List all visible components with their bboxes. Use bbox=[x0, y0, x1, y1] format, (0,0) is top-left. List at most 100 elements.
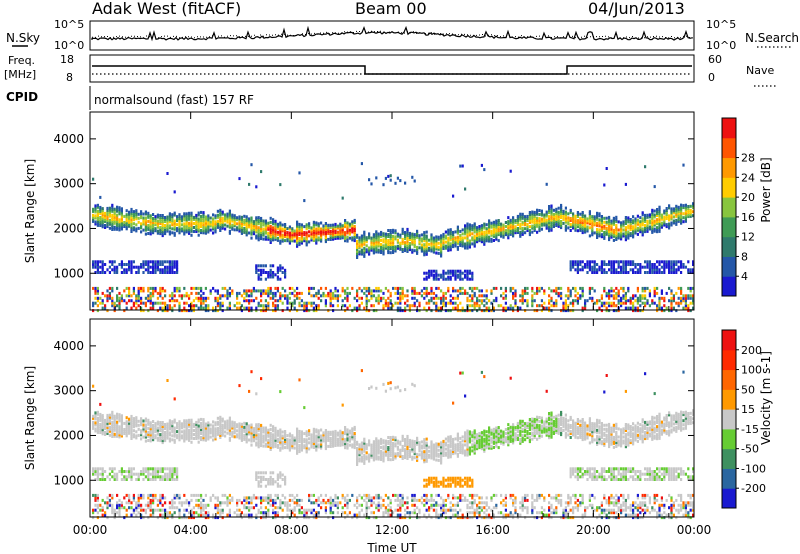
velocity-cell bbox=[224, 426, 227, 430]
velocity-cell bbox=[101, 422, 104, 426]
power-cell bbox=[334, 226, 337, 230]
power-cell-noise bbox=[658, 301, 661, 305]
power-cell bbox=[156, 263, 159, 266]
power-cell bbox=[574, 268, 577, 272]
power-cell bbox=[629, 260, 632, 264]
power-cell bbox=[528, 229, 531, 233]
power-cell bbox=[269, 216, 272, 220]
velocity-cell bbox=[236, 435, 239, 439]
velocity-cell bbox=[111, 470, 114, 473]
power-cell bbox=[305, 235, 308, 239]
power-cell bbox=[663, 211, 666, 215]
power-cell bbox=[257, 234, 260, 238]
velocity-cell-noise bbox=[204, 513, 207, 517]
velocity-cell-noise bbox=[202, 508, 205, 512]
power-cell bbox=[572, 224, 575, 228]
power-cell bbox=[135, 211, 138, 215]
power-cell bbox=[96, 271, 99, 274]
power-cell bbox=[632, 225, 635, 229]
power-cell-noise bbox=[96, 289, 99, 293]
power-cell bbox=[413, 245, 416, 249]
power-cell bbox=[284, 229, 287, 232]
power-cell bbox=[257, 238, 260, 242]
power-cell bbox=[351, 222, 354, 226]
power-cell bbox=[596, 231, 599, 235]
velocity-cell bbox=[171, 472, 174, 476]
power-cell-noise bbox=[94, 286, 97, 290]
velocity-cell bbox=[173, 478, 176, 481]
power-cell-noise bbox=[670, 289, 673, 293]
power-cell bbox=[454, 240, 457, 244]
velocity-cell bbox=[228, 426, 231, 430]
power-cell bbox=[432, 240, 435, 244]
power-cell bbox=[687, 209, 690, 213]
power-cell-noise bbox=[680, 291, 683, 295]
velocity-cell bbox=[267, 442, 270, 446]
power-cell bbox=[576, 271, 579, 274]
power-cell bbox=[516, 219, 519, 222]
power-cell bbox=[183, 222, 186, 226]
power-cell-noise bbox=[502, 309, 505, 313]
velocity-cell-noise bbox=[200, 493, 203, 497]
velocity-cell-noise bbox=[209, 498, 212, 502]
velocity-cell bbox=[164, 433, 167, 436]
power-cell bbox=[219, 227, 222, 230]
power-cell-noise bbox=[689, 309, 692, 313]
power-cell-noise bbox=[209, 289, 212, 293]
power-cell-noise bbox=[284, 289, 287, 293]
power-cell bbox=[298, 241, 301, 245]
velocity-cell-noise bbox=[267, 513, 270, 517]
velocity-cell bbox=[202, 426, 205, 430]
power-cell bbox=[106, 221, 109, 224]
power-cell bbox=[466, 273, 469, 277]
power-cell bbox=[495, 237, 498, 241]
velocity-cell-noise bbox=[156, 516, 159, 520]
power-cell bbox=[629, 220, 632, 223]
power-cell-noise bbox=[92, 304, 95, 308]
power-cell-noise bbox=[641, 301, 644, 305]
velocity-cell-noise bbox=[260, 516, 263, 520]
power-cell bbox=[197, 225, 200, 229]
velocity-cell-noise bbox=[204, 503, 207, 507]
power-cell-noise bbox=[216, 304, 219, 308]
power-cell bbox=[380, 234, 383, 238]
power-cell-noise bbox=[425, 301, 428, 305]
power-cell bbox=[94, 271, 97, 274]
power-cell bbox=[432, 250, 435, 254]
power-cell bbox=[233, 228, 236, 232]
power-cell bbox=[108, 208, 111, 212]
power-cell-noise bbox=[101, 291, 104, 295]
power-cell bbox=[488, 221, 491, 225]
power-cell bbox=[442, 277, 445, 281]
velocity-cell-noise bbox=[245, 501, 248, 505]
power-cell bbox=[188, 215, 191, 219]
power-cell bbox=[159, 271, 162, 274]
power-cell bbox=[221, 216, 224, 220]
power-cell bbox=[682, 206, 685, 210]
power-cell bbox=[464, 224, 467, 228]
velocity-cell bbox=[106, 415, 109, 419]
power-cell bbox=[473, 240, 476, 244]
velocity-cell bbox=[135, 422, 138, 426]
power-cell-noise bbox=[219, 304, 222, 308]
power-cell bbox=[231, 227, 234, 231]
power-cell bbox=[120, 223, 123, 227]
power-cell bbox=[116, 219, 119, 223]
power-cell bbox=[394, 181, 397, 185]
power-cell-noise bbox=[372, 304, 375, 308]
power-cell bbox=[324, 232, 327, 236]
power-cell bbox=[375, 240, 378, 244]
power-cell bbox=[476, 232, 479, 236]
power-cell-noise bbox=[183, 286, 186, 290]
power-cell-noise bbox=[473, 291, 476, 295]
power-cell-noise bbox=[543, 301, 546, 305]
power-cell-noise bbox=[183, 294, 186, 298]
power-cell bbox=[569, 268, 572, 272]
power-cell bbox=[428, 269, 431, 273]
velocity-cell bbox=[214, 423, 217, 427]
power-cell-noise bbox=[248, 289, 251, 293]
velocity-cell bbox=[99, 414, 102, 418]
power-cell bbox=[120, 213, 123, 217]
power-cell-noise bbox=[274, 299, 277, 303]
power-cell bbox=[540, 211, 543, 215]
